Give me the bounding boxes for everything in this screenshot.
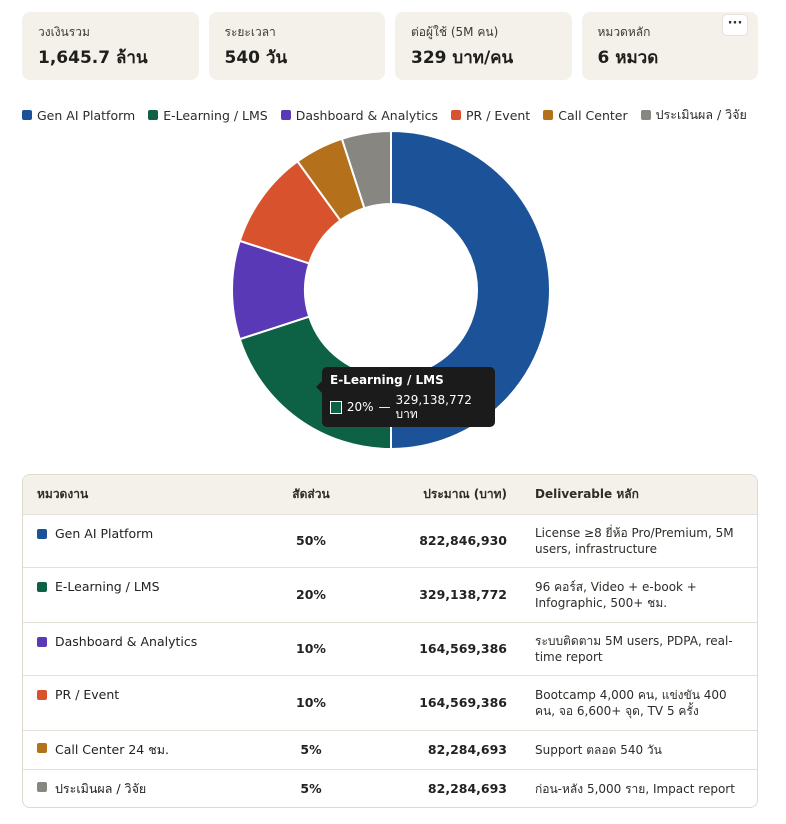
legend-label: E-Learning / LMS: [163, 107, 268, 123]
header-share[interactable]: สัดส่วน: [292, 486, 330, 501]
share-cell: 10%: [271, 621, 351, 675]
stat-value: 6 หมวด: [597, 48, 659, 68]
deliverable-cell: ระบบติดตาม 5M users, PDPA, real-time rep…: [521, 621, 757, 675]
share-cell: 5%: [271, 729, 351, 769]
share-cell: 5%: [271, 768, 351, 807]
legend-item-elearning[interactable]: E-Learning / LMS: [148, 108, 268, 123]
amount-cell: 164,569,386: [351, 621, 521, 675]
category-cell: Dashboard & Analytics: [37, 634, 257, 649]
amount-cell: 822,846,930: [351, 513, 521, 567]
legend-item-evaluation[interactable]: ประเมินผล / วิจัย: [640, 105, 747, 125]
amount-cell: 82,284,693: [351, 768, 521, 807]
header-category[interactable]: หมวดงาน: [37, 486, 89, 501]
amount-cell: 82,284,693: [351, 729, 521, 769]
legend-label: Call Center: [558, 107, 628, 123]
amount-cell: 164,569,386: [351, 674, 521, 730]
stat-card-duration: ระยะเวลา 540 วัน: [208, 12, 385, 80]
legend-swatch: [148, 110, 159, 120]
stat-value: 1,645.7 ล้าน: [38, 48, 148, 68]
table-row: PR / Event 10% 164,569,386 Bootcamp 4,00…: [23, 674, 757, 730]
legend-swatch: [22, 110, 32, 120]
category-swatch: [37, 781, 47, 792]
table-row: ประเมินผล / วิจัย 5% 82,284,693 ก่อน-หลั…: [23, 768, 757, 807]
stat-label: หมวดหลัก: [597, 25, 651, 39]
tooltip-amount: 329,138,772 บาท: [395, 393, 472, 421]
stats-row: วงเงินรวม 1,645.7 ล้าน ระยะเวลา 540 วัน …: [22, 12, 758, 80]
category-name: E-Learning / LMS: [55, 578, 160, 594]
donut-slice-5[interactable]: [340, 129, 392, 210]
deliverable-cell: 96 คอร์ส, Video + e-book + Infographic, …: [521, 566, 757, 622]
legend-swatch: [640, 110, 651, 120]
stat-label: ระยะเวลา: [224, 25, 276, 39]
table-header-row: หมวดงาน สัดส่วน ประมาณ (บาท) Deliverable…: [23, 475, 757, 514]
budget-table: หมวดงาน สัดส่วน ประมาณ (บาท) Deliverable…: [22, 474, 758, 808]
category-cell: E-Learning / LMS: [37, 579, 257, 594]
category-name: Call Center 24 ชม.: [55, 741, 169, 757]
legend-swatch: [543, 110, 554, 120]
stat-label: วงเงินรวม: [38, 25, 90, 39]
more-options-button[interactable]: ···: [722, 14, 748, 36]
tooltip-row: 20% — 329,138,772 บาท: [330, 393, 487, 421]
category-name: ประเมินผล / วิจัย: [55, 780, 147, 796]
legend-label: PR / Event: [466, 107, 531, 123]
legend-label: Dashboard & Analytics: [295, 107, 439, 123]
category-name: Gen AI Platform: [55, 525, 154, 541]
table-row: Gen AI Platform 50% 822,846,930 License …: [23, 513, 757, 567]
category-cell: Gen AI Platform: [37, 526, 257, 541]
deliverable-cell: ก่อน-หลัง 5,000 ราย, Impact report: [521, 768, 757, 807]
category-swatch: [37, 528, 47, 539]
stat-value: 540 วัน: [224, 48, 288, 68]
table-row: E-Learning / LMS 20% 329,138,772 96 คอร์…: [23, 566, 757, 622]
legend-swatch: [280, 110, 291, 120]
legend-item-call-center[interactable]: Call Center: [543, 107, 628, 123]
legend-item-pr-event[interactable]: PR / Event: [451, 108, 530, 123]
tooltip-swatch: [330, 400, 342, 414]
chart-tooltip: E-Learning / LMS 20% — 329,138,772 บาท: [316, 367, 495, 427]
category-name: Dashboard & Analytics: [55, 633, 198, 649]
legend-label: ประเมินผล / วิจัย: [655, 107, 747, 122]
category-swatch: [37, 636, 47, 647]
legend-label: Gen AI Platform: [37, 107, 136, 123]
stat-label: ต่อผู้ใช้ (5M คน): [411, 25, 499, 39]
share-cell: 20%: [271, 566, 351, 622]
category-name: PR / Event: [55, 686, 120, 702]
stat-card-categories: หมวดหลัก 6 หมวด ···: [581, 12, 758, 80]
stat-card-per-user: ต่อผู้ใช้ (5M คน) 329 บาท/คน: [395, 12, 572, 80]
category-swatch: [37, 581, 47, 592]
category-swatch: [37, 742, 47, 753]
tooltip-title: E-Learning / LMS: [330, 373, 444, 387]
tooltip-percent: 20%: [346, 400, 374, 414]
legend-swatch: [451, 110, 462, 120]
share-cell: 50%: [271, 513, 351, 567]
deliverable-cell: License ≥8 ยี่ห้อ Pro/Premium, 5M users,…: [521, 513, 757, 567]
table-row: Call Center 24 ชม. 5% 82,284,693 Support…: [23, 729, 757, 769]
category-cell: Call Center 24 ชม.: [37, 740, 257, 760]
amount-cell: 329,138,772: [351, 566, 521, 622]
category-cell: PR / Event: [37, 687, 257, 702]
deliverable-cell: Bootcamp 4,000 คน, แข่งขัน 400 คน, จอ 6,…: [521, 674, 757, 730]
category-cell: ประเมินผล / วิจัย: [37, 779, 257, 799]
legend-item-gen-ai[interactable]: Gen AI Platform: [22, 108, 135, 123]
deliverable-cell: Support ตลอด 540 วัน: [521, 729, 757, 769]
chart-legend: Gen AI Platform E-Learning / LMS Dashboa…: [22, 105, 762, 125]
category-swatch: [37, 689, 47, 700]
tooltip-dash: —: [378, 400, 391, 414]
legend-item-dashboard[interactable]: Dashboard & Analytics: [280, 107, 439, 123]
stat-value: 329 บาท/คน: [411, 48, 514, 68]
share-cell: 10%: [271, 674, 351, 730]
table-row: Dashboard & Analytics 10% 164,569,386 ระ…: [23, 621, 757, 675]
header-amount[interactable]: ประมาณ (บาท): [423, 486, 507, 501]
header-deliverable[interactable]: Deliverable หลัก: [535, 486, 639, 501]
stat-card-budget: วงเงินรวม 1,645.7 ล้าน: [22, 12, 199, 80]
